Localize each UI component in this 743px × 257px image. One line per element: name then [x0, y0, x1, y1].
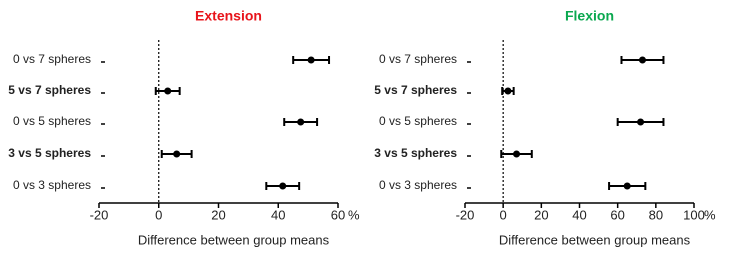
- point: [297, 118, 305, 126]
- category-label: 3 vs 5 spheres: [8, 146, 91, 160]
- category-label: 0 vs 5 spheres: [379, 114, 457, 128]
- point: [638, 56, 646, 64]
- x-tick-label: 40: [572, 207, 586, 222]
- point: [637, 118, 645, 126]
- x-tick-label: 80: [649, 207, 663, 222]
- category-label: 5 vs 7 spheres: [8, 83, 91, 97]
- category-label: 0 vs 7 spheres: [13, 52, 91, 66]
- point: [504, 87, 512, 95]
- point: [164, 87, 172, 95]
- category-label: 0 vs 5 spheres: [13, 114, 91, 128]
- x-tick-label: 0: [155, 207, 162, 222]
- category-label: 0 vs 7 spheres: [379, 52, 457, 66]
- point: [307, 56, 315, 64]
- category-label: 0 vs 3 spheres: [379, 178, 457, 192]
- category-label: 3 vs 5 spheres: [374, 146, 457, 160]
- chart-title: Extension: [195, 8, 262, 24]
- x-tick-label: 20: [534, 207, 548, 222]
- point: [279, 182, 287, 190]
- x-tick-label: 100: [683, 207, 705, 222]
- category-label: 5 vs 7 spheres: [374, 83, 457, 97]
- x-unit: %: [348, 207, 360, 222]
- x-axis-title: Difference between group means: [138, 232, 330, 247]
- x-tick-label: 20: [211, 207, 225, 222]
- point: [173, 150, 181, 158]
- x-tick-label: 40: [271, 207, 285, 222]
- x-tick-label: 60: [331, 207, 345, 222]
- point: [513, 150, 521, 158]
- x-tick-label: 0: [500, 207, 507, 222]
- chart-title: Flexion: [565, 8, 614, 24]
- x-unit: %: [704, 207, 716, 222]
- x-axis-title: Difference between group means: [499, 232, 691, 247]
- x-tick-label: -20: [456, 207, 475, 222]
- x-tick-label: 60: [610, 207, 624, 222]
- category-label: 0 vs 3 spheres: [13, 178, 91, 192]
- x-tick-label: -20: [90, 207, 109, 222]
- point: [623, 182, 631, 190]
